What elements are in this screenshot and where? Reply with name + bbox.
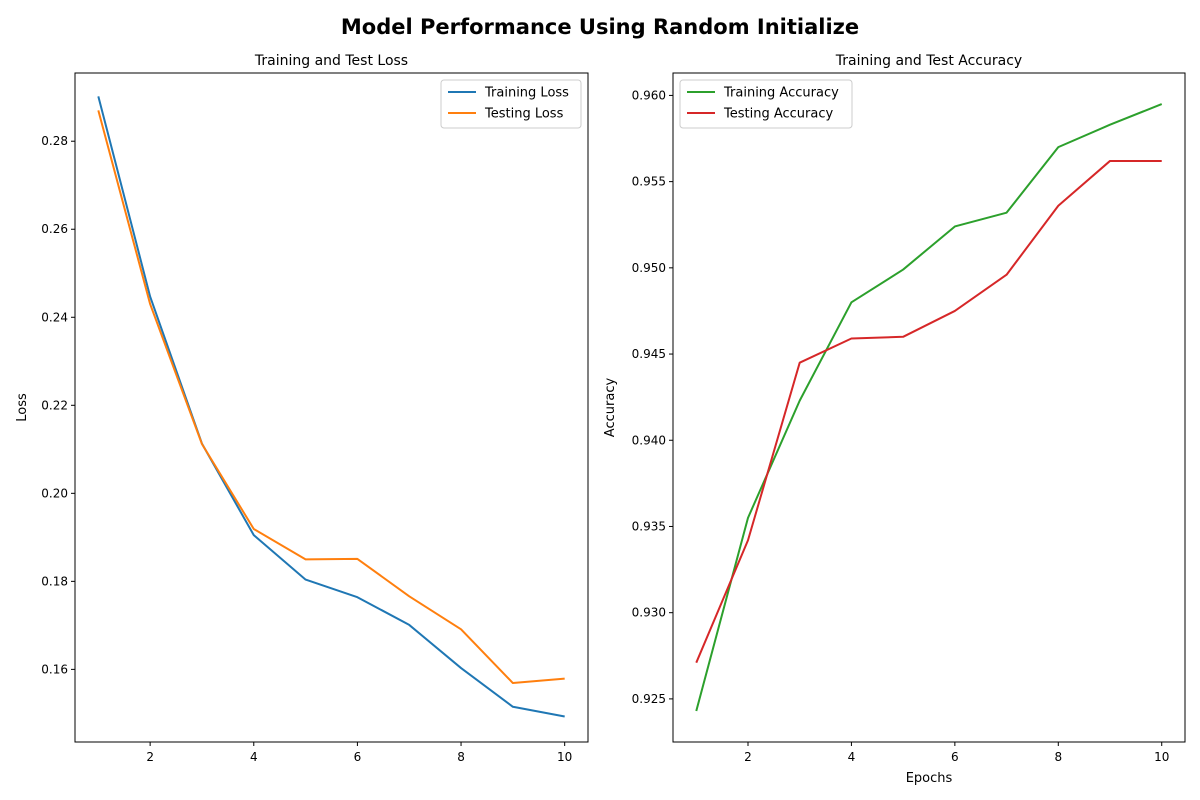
- loss-x-tick-label: 4: [250, 750, 258, 764]
- accuracy-y-tick-label: 0.935: [632, 519, 666, 533]
- accuracy-legend-box: [679, 79, 853, 129]
- loss-y-tick-label: 0.16: [41, 662, 68, 676]
- accuracy-legend-label-2: Testing Accuracy: [723, 107, 833, 122]
- accuracy-y-tick-label: 0.945: [632, 347, 666, 361]
- accuracy-x-tick-label: 10: [1154, 750, 1169, 764]
- loss-x-tick-label: 2: [146, 750, 154, 764]
- figure-title: Model Performance Using Random Initializ…: [341, 15, 859, 39]
- accuracy-y-axis-label: Accuracy: [603, 378, 618, 438]
- loss-chart: Training and Test Loss 2 4 6 8 10 0.16 0.18 0.20…: [15, 53, 589, 764]
- loss-y-tick-label: 0.20: [41, 486, 68, 500]
- accuracy-y-tick-label: 0.960: [632, 88, 666, 102]
- accuracy-series-line-2: [695, 159, 1162, 664]
- accuracy-y-tick-label: 0.950: [632, 261, 666, 275]
- accuracy-x-tick-label: 6: [951, 750, 959, 764]
- accuracy-series-line-1: [695, 103, 1163, 712]
- loss-x-tick-label: 6: [354, 750, 362, 764]
- loss-y-axis-label: Loss: [15, 393, 30, 422]
- loss-y-tick-label: 0.28: [41, 134, 68, 148]
- loss-legend-label-1: Training Loss: [484, 86, 569, 101]
- accuracy-x-tick-label: 8: [1054, 750, 1062, 764]
- accuracy-x-tick-label: 4: [848, 750, 856, 764]
- loss-y-tick-label: 0.18: [41, 574, 68, 588]
- accuracy-x-tick-label: 2: [744, 750, 752, 764]
- accuracy-y-tick-label: 0.925: [632, 692, 666, 706]
- accuracy-chart: Training and Test Accuracy 2 4 6 8 10 0.925 0.9…: [603, 53, 1186, 786]
- loss-legend-label-2: Testing Loss: [484, 107, 564, 122]
- loss-chart-title: Training and Test Loss: [254, 53, 408, 69]
- loss-y-tick-label: 0.24: [41, 310, 68, 324]
- loss-y-tick-label: 0.26: [41, 222, 68, 236]
- loss-x-tick-label: 10: [557, 750, 572, 764]
- accuracy-y-tick-label: 0.930: [632, 606, 666, 620]
- loss-y-tick-label: 0.22: [41, 398, 68, 412]
- loss-series-line-2: [97, 110, 565, 685]
- loss-x-tick-label: 8: [457, 750, 465, 764]
- accuracy-legend-label-1: Training Accuracy: [723, 86, 839, 101]
- loss-plot-frame: [74, 72, 589, 743]
- accuracy-y-tick-label: 0.940: [632, 433, 666, 447]
- accuracy-plot-frame: [672, 72, 1186, 743]
- accuracy-x-axis-label: Epochs: [906, 771, 953, 786]
- loss-series-line-1: [97, 96, 565, 718]
- accuracy-y-tick-label: 0.955: [632, 175, 666, 189]
- accuracy-chart-title: Training and Test Accuracy: [835, 53, 1022, 69]
